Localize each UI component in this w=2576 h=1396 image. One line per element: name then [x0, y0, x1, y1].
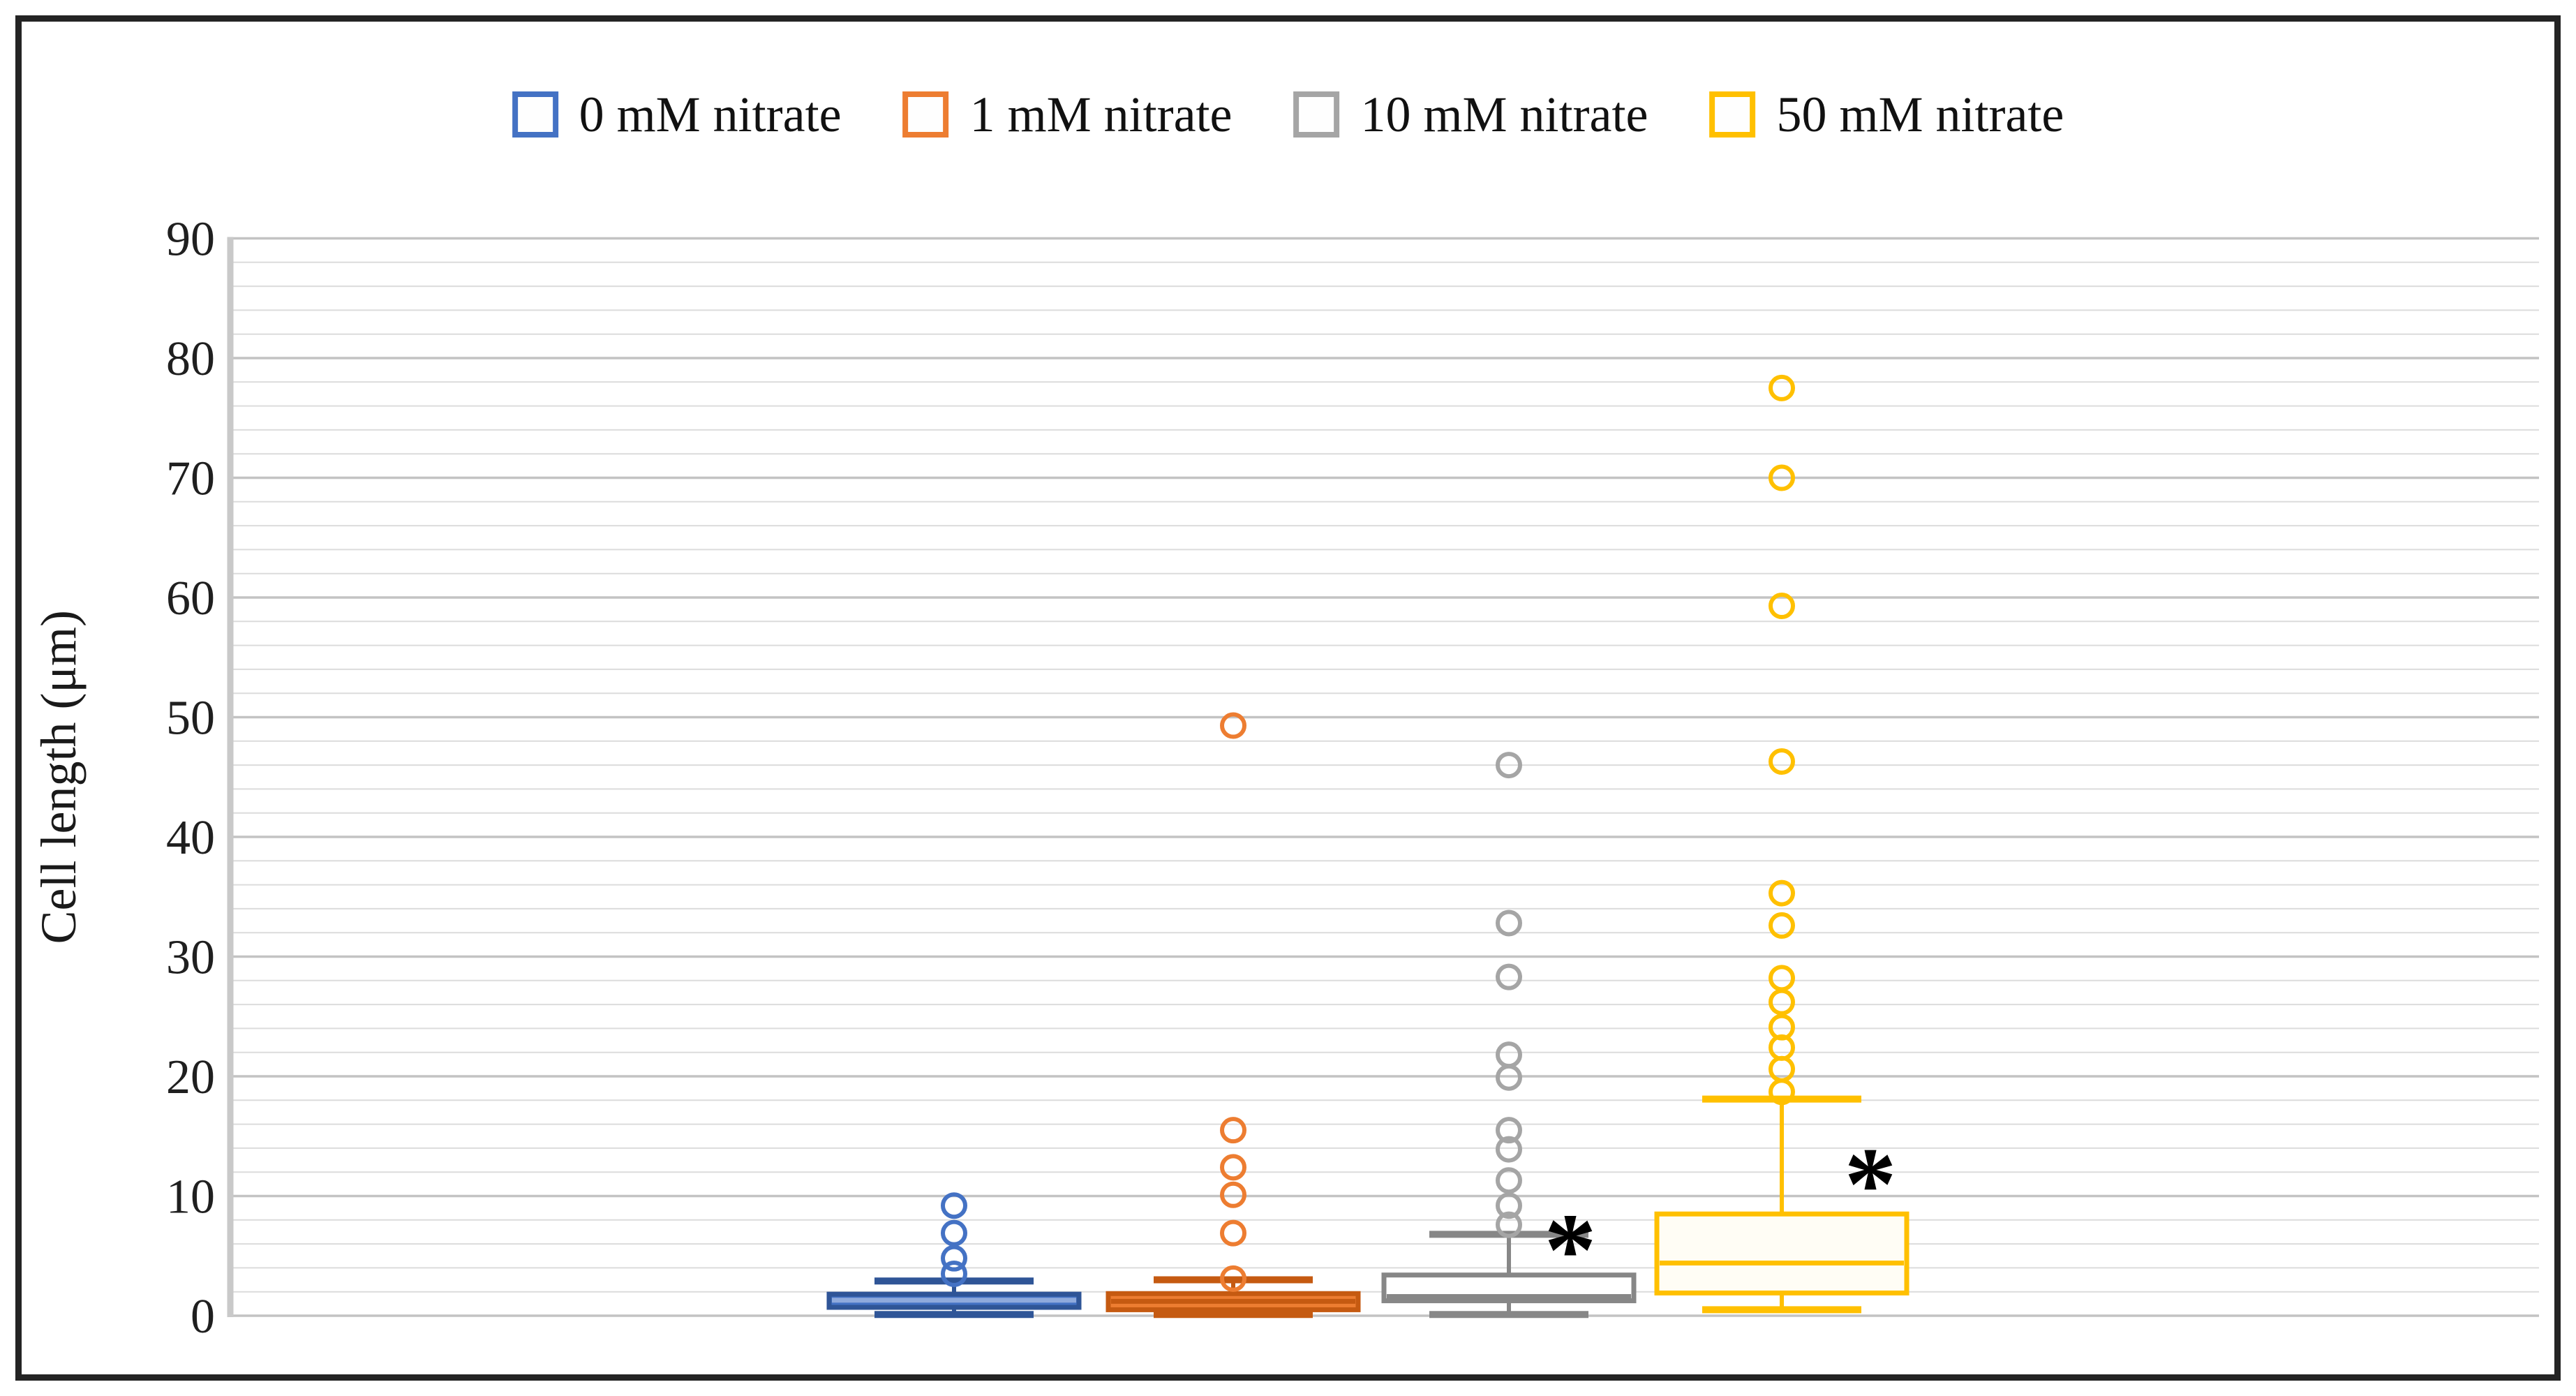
outlier-point — [1769, 748, 1795, 775]
y-axis-tick-labels: 0 10 20 30 40 50 60 70 80 90 — [166, 213, 215, 1344]
outlier-point — [941, 1219, 967, 1247]
outlier-point — [1220, 1265, 1246, 1292]
legend-item-50mm: 50 mM nitrate — [1709, 89, 2064, 140]
y-tick-label: 50 — [166, 692, 215, 745]
legend-item-10mm: 10 mM nitrate — [1293, 87, 1648, 142]
box — [1654, 1211, 1909, 1295]
legend-item-0mm: 0 mM nitrate — [512, 89, 842, 140]
outlier-point — [1496, 1136, 1522, 1163]
outlier-point — [1496, 909, 1522, 937]
outlier-point — [1769, 464, 1795, 491]
y-tick-label: 10 — [166, 1171, 215, 1224]
outlier-point — [1496, 1167, 1522, 1194]
boxplot-series-0 — [826, 1192, 1082, 1319]
outlier-point — [1496, 1041, 1522, 1069]
y-axis-title: Cell length (μm) — [31, 610, 87, 944]
outlier-point — [1220, 1219, 1246, 1247]
y-tick-label: 0 — [191, 1290, 215, 1344]
outlier-point — [1769, 988, 1795, 1016]
legend-swatch-50mm-icon — [1709, 91, 1756, 138]
outlier-point — [941, 1245, 967, 1272]
legend-label-0mm: 0 mM nitrate — [579, 87, 842, 142]
legend-label-50mm: 50 mM nitrate — [1776, 87, 2064, 142]
outlier-point — [1496, 1117, 1522, 1144]
legend-label-1mm: 1 mM nitrate — [969, 87, 1233, 142]
boxplot-series-3 — [1654, 374, 1909, 1314]
outlier-point — [1220, 1154, 1246, 1181]
y-tick-label: 30 — [166, 931, 215, 985]
legend-swatch-10mm-icon — [1293, 91, 1340, 138]
y-tick-label: 60 — [166, 572, 215, 625]
y-tick-label: 90 — [166, 213, 215, 267]
y-tick-label: 40 — [166, 811, 215, 865]
outlier-point — [1496, 752, 1522, 779]
outlier-point — [1496, 1192, 1522, 1219]
legend-item-1mm: 1 mM nitrate — [902, 87, 1233, 142]
outlier-point — [1769, 593, 1795, 620]
outlier-point — [1769, 374, 1795, 401]
y-tick-label: 20 — [166, 1050, 215, 1104]
outlier-point — [1769, 965, 1795, 992]
boxplot-series-2 — [1381, 752, 1637, 1319]
legend-label-10mm: 10 mM nitrate — [1360, 87, 1648, 142]
y-tick-label: 80 — [166, 332, 215, 386]
outlier-point — [941, 1260, 967, 1287]
outlier-point — [941, 1192, 967, 1219]
outlier-point — [1769, 879, 1795, 907]
outlier-point — [1496, 963, 1522, 990]
outlier-point — [1496, 1211, 1522, 1238]
legend-swatch-0mm-icon — [512, 91, 558, 138]
outlier-point — [1220, 1181, 1246, 1208]
significance-asterisk: * — [1544, 1192, 1597, 1308]
outlier-point — [1769, 1013, 1795, 1041]
chart-legend: 0 mM nitrate 1 mM nitrate 10 mM nitrate … — [512, 89, 2064, 140]
outlier-point — [1220, 1117, 1246, 1144]
legend-swatch-1mm-icon — [902, 91, 949, 138]
outlier-point — [1220, 712, 1246, 739]
significance-asterisk: * — [1845, 1127, 1897, 1242]
boxplot-series-1 — [1105, 712, 1361, 1319]
outlier-point — [1769, 912, 1795, 939]
y-tick-label: 70 — [166, 452, 215, 506]
gridlines — [230, 237, 2539, 1317]
